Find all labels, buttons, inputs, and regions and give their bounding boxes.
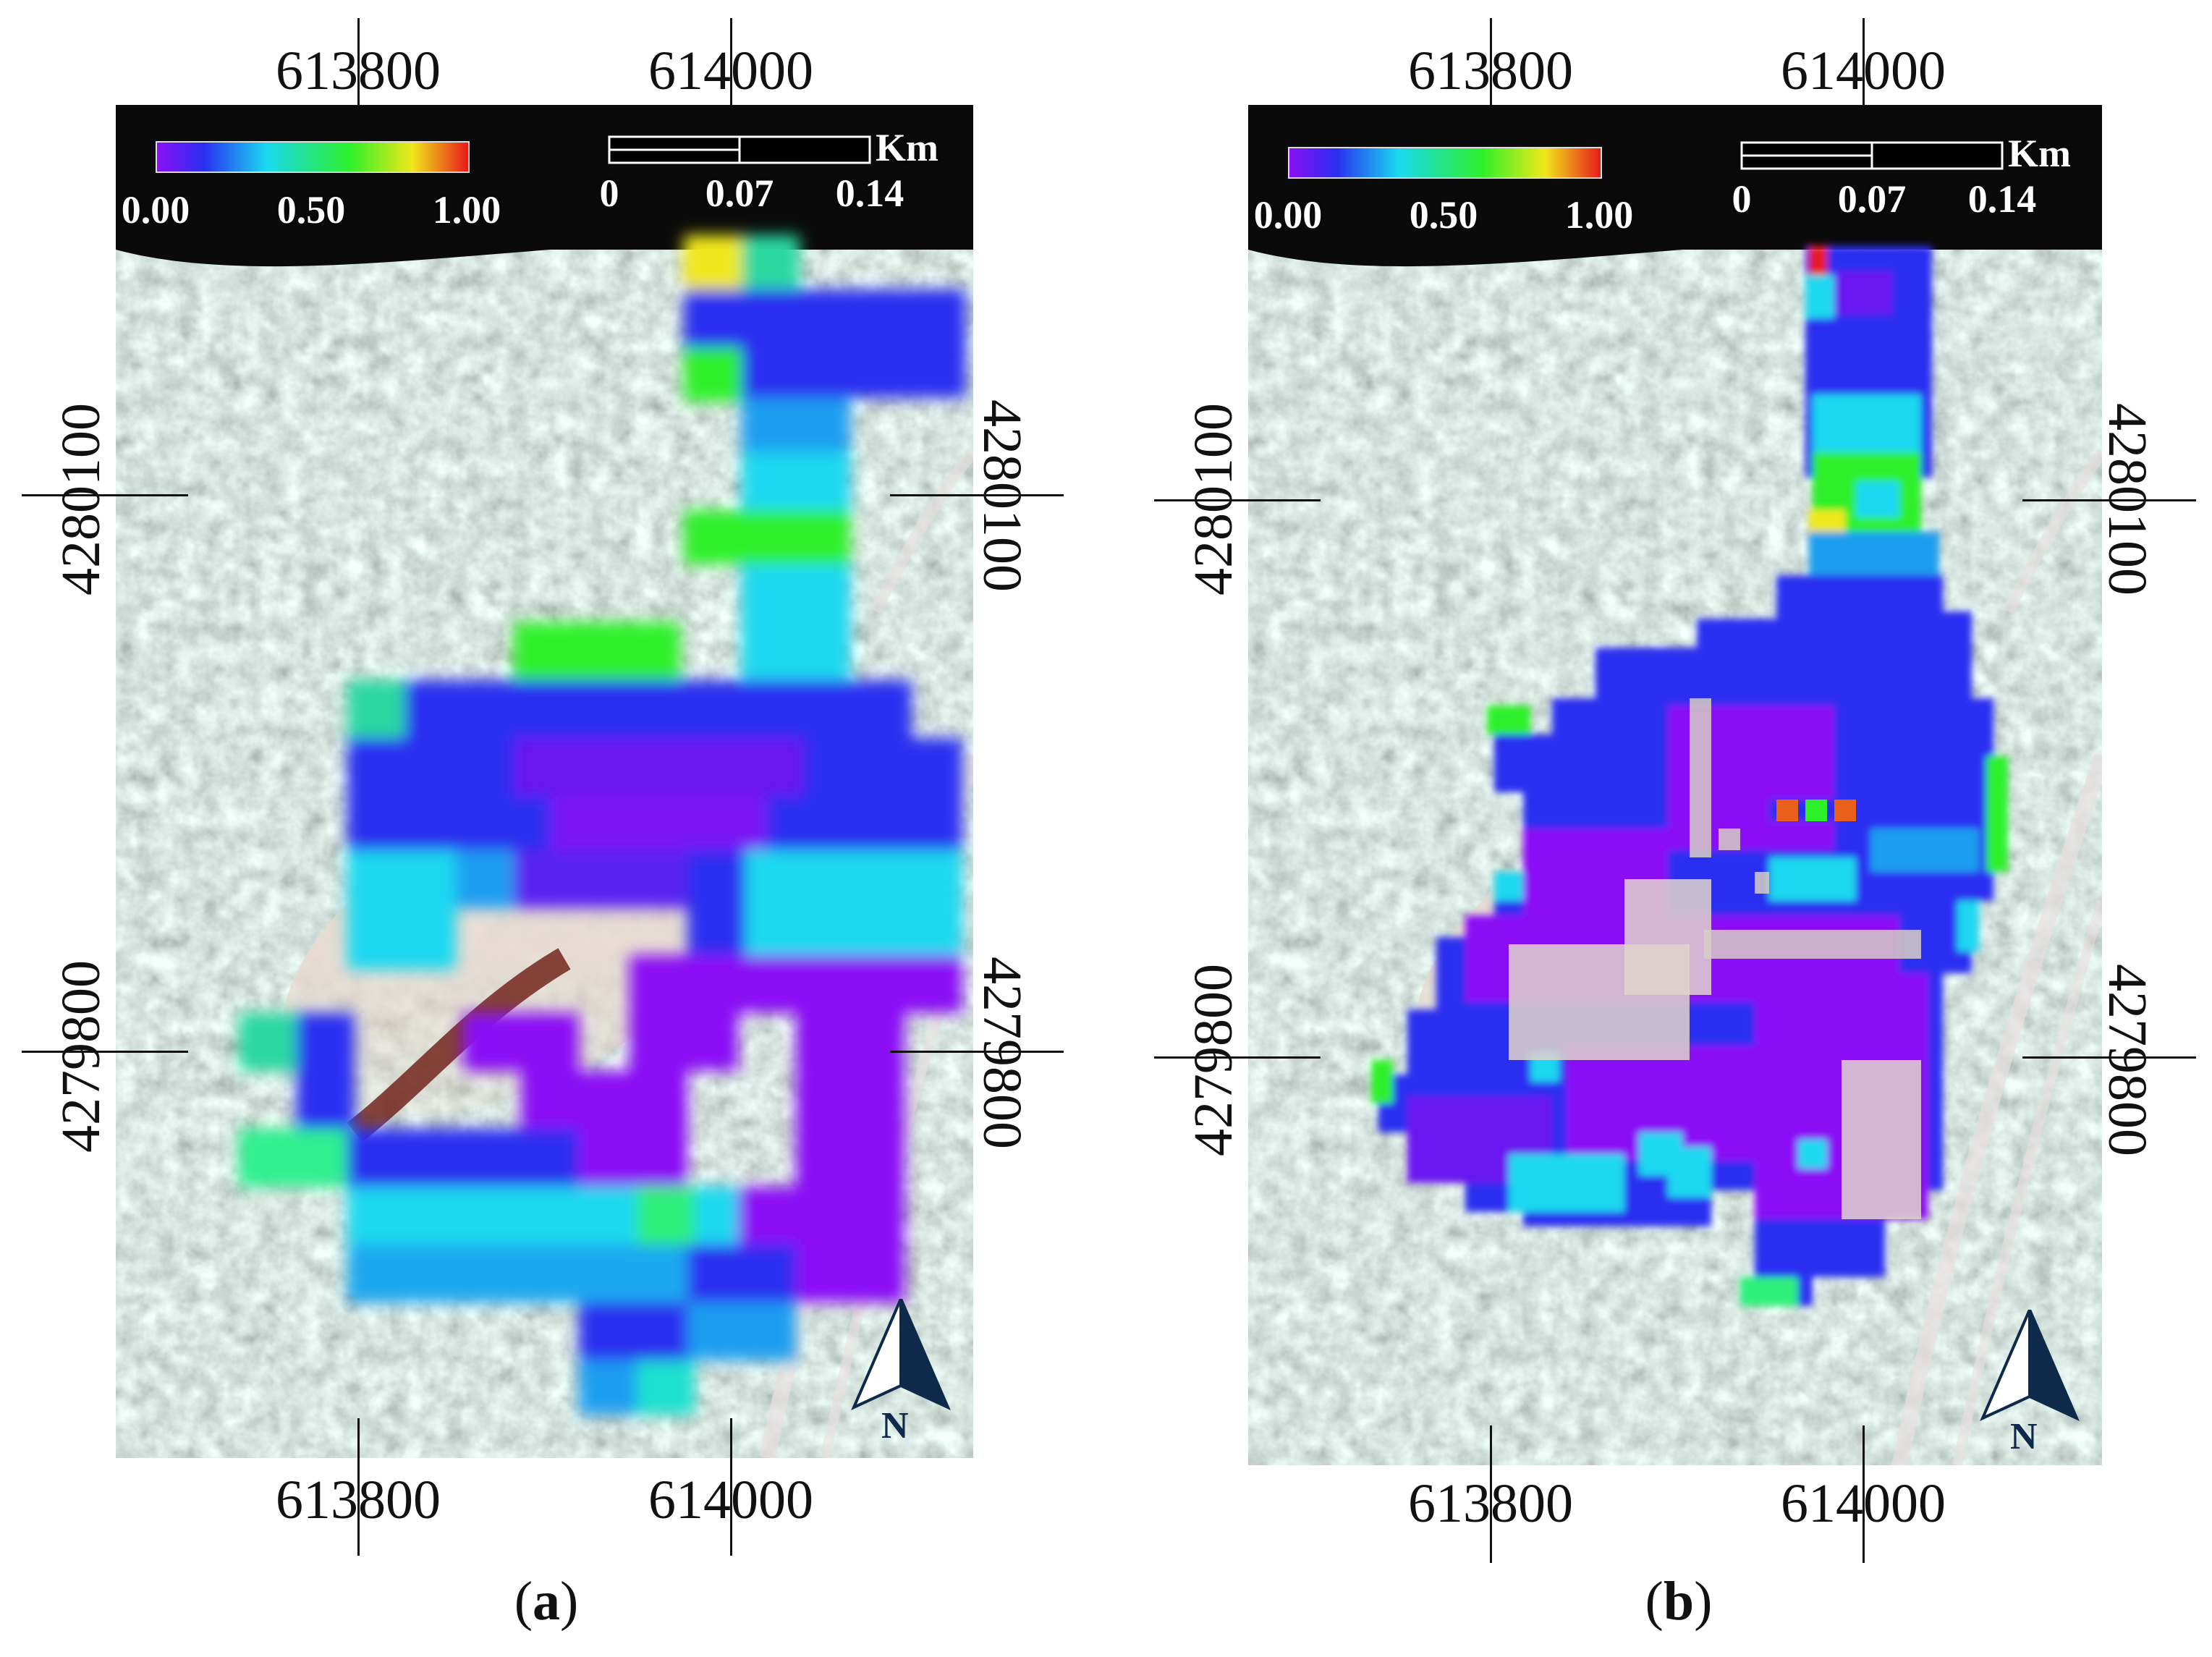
left-tick-mark xyxy=(22,1051,188,1053)
colorbar-label-mid: 0.50 xyxy=(1409,193,1478,237)
left-tick-label-4279800: 4279800 xyxy=(51,960,111,1153)
probability-overlay-b xyxy=(1371,246,2008,1306)
map-frame-a: 0.00 0.50 1.00 Km 0 0.07 0.14 N xyxy=(116,105,973,1458)
bottom-tick-mark xyxy=(357,1418,360,1556)
colorbar-label-min: 0.00 xyxy=(121,188,190,232)
top-tick-mark xyxy=(1490,18,1492,109)
bottom-tick-label-614000: 614000 xyxy=(648,1470,813,1530)
right-tick-mark xyxy=(2022,499,2196,501)
colorbar-label-max: 1.00 xyxy=(432,188,501,232)
north-arrow-icon xyxy=(851,1299,951,1411)
left-tick-label-4279800: 4279800 xyxy=(1183,964,1244,1156)
colorbar-label-mid: 0.50 xyxy=(276,188,346,232)
north-arrow-icon xyxy=(1980,1310,2080,1422)
scalebar-label-max: 0.14 xyxy=(1967,177,2037,221)
bottom-tick-label-614000: 614000 xyxy=(1781,1473,1946,1534)
scalebar xyxy=(608,135,871,164)
scalebar-label-max: 0.14 xyxy=(835,171,904,215)
panel-caption-a: (a) xyxy=(514,1571,579,1632)
panel-a: 613800 614000 xyxy=(0,0,1085,1657)
colorbar xyxy=(1288,147,1602,179)
scalebar xyxy=(1740,141,2004,170)
probability-overlay-a xyxy=(239,235,966,1415)
right-tick-label-4280100: 4280100 xyxy=(2097,403,2158,596)
map-frame-b: 0.00 0.50 1.00 Km 0 0.07 0.14 N xyxy=(1248,105,2102,1465)
colorbar xyxy=(156,141,470,173)
colorbar-label-max: 1.00 xyxy=(1564,193,1634,237)
bottom-tick-mark xyxy=(1863,1425,1865,1563)
left-tick-mark xyxy=(1154,1056,1321,1059)
scalebar-unit: Km xyxy=(876,126,938,169)
north-arrow-label: N xyxy=(2010,1416,2038,1457)
left-tick-label-4280100: 4280100 xyxy=(51,403,111,596)
right-tick-label-4279800: 4279800 xyxy=(972,957,1033,1149)
right-tick-mark xyxy=(2022,1056,2196,1059)
left-tick-label-4280100: 4280100 xyxy=(1183,403,1244,596)
bottom-tick-mark xyxy=(1490,1425,1492,1563)
top-tick-mark xyxy=(357,18,360,109)
scalebar-label-mid: 0.07 xyxy=(1837,177,1907,221)
right-tick-label-4279800: 4279800 xyxy=(2097,964,2158,1156)
scalebar-unit: Km xyxy=(2008,132,2071,175)
scalebar-label-0: 0 xyxy=(1732,177,1752,221)
right-tick-mark xyxy=(890,494,1064,496)
right-tick-mark xyxy=(890,1051,1064,1053)
scalebar-label-0: 0 xyxy=(599,171,619,215)
left-tick-mark xyxy=(22,494,188,496)
bottom-tick-label-613800: 613800 xyxy=(276,1470,441,1530)
left-tick-mark xyxy=(1154,499,1321,501)
north-arrow-label: N xyxy=(881,1405,909,1446)
panel-b: 613800 614000 xyxy=(1132,0,2212,1657)
top-tick-mark xyxy=(730,18,732,109)
panel-caption-b: (b) xyxy=(1645,1571,1713,1632)
top-tick-mark xyxy=(1863,18,1865,109)
bottom-tick-mark xyxy=(730,1418,732,1556)
colorbar-label-min: 0.00 xyxy=(1253,193,1323,237)
right-tick-label-4280100: 4280100 xyxy=(972,399,1033,592)
scalebar-label-mid: 0.07 xyxy=(705,171,774,215)
bottom-tick-label-613800: 613800 xyxy=(1408,1473,1573,1534)
